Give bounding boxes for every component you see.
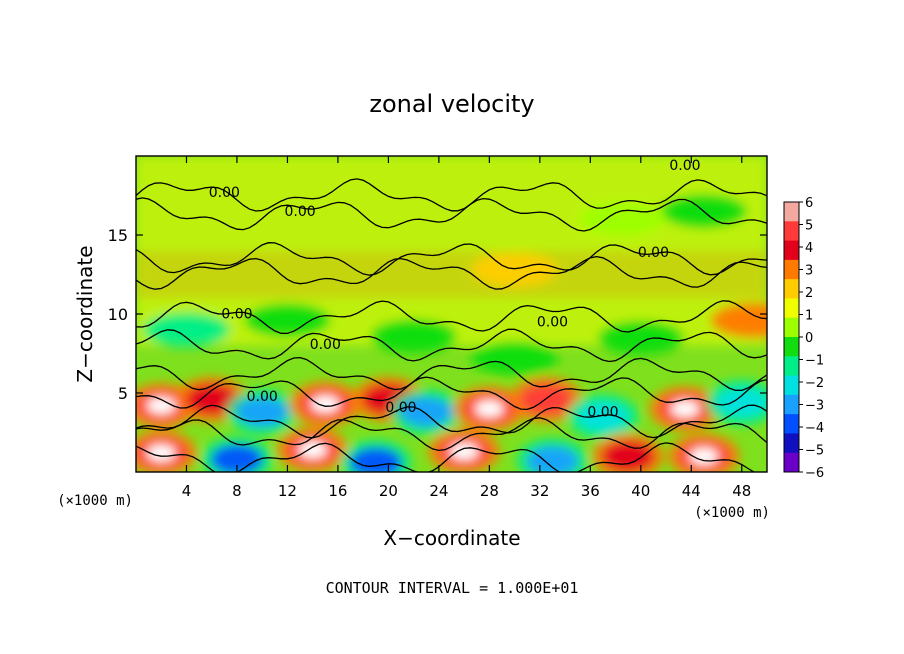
field-blob-core-11: [146, 444, 176, 462]
field-blob-19: [152, 319, 221, 340]
velocity-field: [136, 156, 767, 472]
x-axis-label: X−coordinate: [383, 526, 520, 550]
colorbar-tick-label: −2: [805, 376, 824, 391]
z-axis-label: Z−coordinate: [73, 245, 97, 382]
colorbar-swatch: [784, 221, 799, 242]
contour-label-7: 0.00: [247, 389, 278, 405]
zero-contour-line: [136, 197, 767, 232]
contour-labels: 0.00 0.00 0.00 0.00 0.00 0.00 0.00 0.00 0.00 0.00: [209, 158, 701, 420]
colorbar-swatch: [784, 317, 799, 338]
colorbar-tick-label: 5: [805, 219, 813, 234]
zero-contour-line: [136, 356, 767, 391]
colorbar-tick-label: −4: [805, 421, 824, 436]
contour-label-5: 0.00: [310, 337, 341, 353]
colorbar-swatch: [784, 433, 799, 454]
z-tick-label: 5: [118, 384, 128, 403]
contour-label-1: 0.00: [284, 204, 315, 220]
x-tick-label: 48: [732, 482, 751, 500]
field-blob-22: [480, 348, 549, 369]
contour-label-2: 0.00: [669, 158, 700, 174]
zero-contours: [136, 178, 767, 472]
zero-contour-line: [136, 328, 767, 363]
field-blob-25: [587, 209, 656, 230]
colorbar-tick-label: −6: [805, 466, 824, 481]
contour-label-4: 0.00: [221, 307, 252, 323]
field-blob-5: [400, 396, 453, 427]
field-blob-21: [379, 326, 448, 347]
contour-label-3: 0.00: [638, 245, 669, 261]
field-blob-10: [715, 387, 767, 418]
colorbar: 6 5 4 3 2 1 0 −1 −2 −3 −4 −5 −6: [783, 196, 824, 481]
colorbar-tick-label: −5: [805, 444, 824, 459]
z-unit-label: (×1000 m): [57, 493, 133, 509]
x-tick-label: 24: [429, 482, 448, 500]
colorbar-swatch: [784, 202, 799, 222]
z-tick-label: 15: [108, 226, 128, 245]
contour-label-0: 0.00: [209, 185, 240, 201]
colorbar-tick-label: 1: [805, 309, 813, 324]
colorbar-tick-label: 4: [805, 241, 813, 256]
zero-contour-line: [136, 300, 767, 335]
zero-contour-line: [136, 404, 767, 439]
x-tick-label: 16: [328, 482, 347, 500]
x-unit-label: (×1000 m): [694, 505, 770, 521]
field-blob-27: [720, 310, 767, 331]
colorbar-tick-label: 3: [805, 264, 813, 279]
field-blob-1: [185, 384, 238, 415]
field-blob-core-13: [298, 441, 327, 459]
field-blob-26: [480, 259, 549, 280]
field-blob-core-6: [475, 400, 504, 418]
colorbar-tick-label: −3: [805, 399, 824, 414]
colorbar-swatch: [784, 414, 799, 434]
contour-interval-text: CONTOUR INTERVAL = 1.000E+01: [326, 579, 579, 597]
colorbar-swatch: [784, 337, 799, 357]
contour-label-8: 0.00: [385, 400, 416, 416]
field-blob-23: [606, 327, 675, 348]
colorbar-swatch: [784, 240, 799, 261]
x-tick-label: 32: [530, 482, 549, 500]
x-tick-label: 28: [480, 482, 499, 500]
x-tick-label: 36: [581, 482, 600, 500]
colorbar-swatch: [784, 375, 799, 396]
zero-contour-line: [136, 242, 767, 276]
colorbar-tick-label: 2: [805, 286, 813, 301]
colorbar-swatch: [784, 394, 799, 415]
zero-contour-line: [136, 442, 756, 472]
chart-title: zonal velocity: [369, 90, 534, 118]
zero-contour-line: [136, 255, 767, 290]
x-tick-label: 8: [232, 482, 242, 500]
zero-contour-line: [136, 376, 767, 411]
field-blob-2: [236, 396, 289, 427]
colorbar-swatch: [784, 356, 799, 377]
x-tick-label: 12: [278, 482, 297, 500]
field-band-1: [136, 250, 767, 299]
field-blob-core-9: [670, 400, 700, 418]
zero-contour-line: [136, 417, 767, 452]
colorbar-swatch: [784, 279, 799, 299]
contour-label-9: 0.00: [587, 405, 618, 421]
contour-label-6: 0.00: [537, 315, 568, 331]
field-blob-core-0: [146, 397, 176, 414]
zero-contour-line: [136, 178, 767, 212]
plot-area: 0.00 0.00 0.00 0.00 0.00 0.00 0.00 0.00 0.00 0.00: [136, 156, 767, 472]
colorbar-tick-label: −1: [805, 354, 824, 369]
colorbar-swatch: [784, 452, 799, 473]
z-tick-label: 10: [108, 305, 128, 324]
field-blob-8: [576, 401, 629, 432]
field-blob-12: [210, 444, 263, 472]
x-axis-ticks: 4 8 12 16 20 24 28 32 36 40 44 48: [182, 156, 751, 500]
x-tick-label: 20: [379, 482, 398, 500]
field-blob-core-3: [311, 395, 340, 413]
field-blob-20: [253, 310, 322, 331]
x-tick-label: 44: [682, 482, 701, 500]
colorbar-swatch: [784, 259, 799, 280]
x-tick-label: 4: [182, 482, 192, 500]
x-tick-label: 40: [631, 482, 650, 500]
colorbar-tick-label: 6: [805, 196, 813, 211]
colorbar-tick-label: 0: [805, 331, 813, 346]
z-axis-ticks: 5 10 15: [108, 226, 767, 403]
colorbar-swatch: [784, 298, 799, 319]
